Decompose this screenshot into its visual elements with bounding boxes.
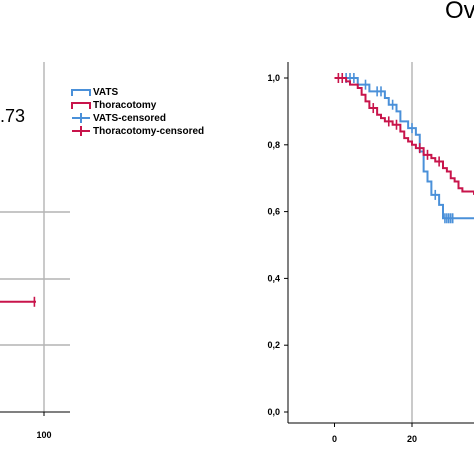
right-x-tick-label: 0 [332, 434, 337, 444]
left-annotation-fragment: .73 [0, 106, 25, 126]
left-panel: 100 .73 [0, 62, 70, 440]
legend-label: VATS [93, 87, 119, 98]
right-y-tick-label: 0,6 [267, 207, 280, 217]
legend-item-vats: VATS [71, 87, 119, 98]
right-y-tick-label: 0,8 [267, 140, 280, 150]
figure-title-fragment: Ov [445, 0, 474, 24]
right-ticks: 0,0 0,2 0,4 0,6 0,8 1,0 0 20 [267, 73, 417, 444]
right-panel: 0,0 0,2 0,4 0,6 0,8 1,0 0 20 [267, 62, 474, 444]
right-x-tick-label: 20 [407, 434, 417, 444]
thoracotomy-survival-line [334, 77, 474, 195]
left-series-layer [0, 296, 36, 307]
legend-label: Thoracotomy-censored [93, 126, 204, 137]
legend-swatch-step [71, 89, 91, 96]
vats-survival-line [334, 77, 474, 220]
right-y-tick-label: 0,2 [267, 340, 280, 350]
right-series-layer [334, 73, 474, 224]
left-x-tick-label: 100 [36, 430, 51, 440]
right-y-tick-label: 1,0 [267, 73, 280, 83]
legend: VATS Thoracotomy VATS-censored Thoracoto… [71, 87, 204, 137]
legend-swatch-step [71, 102, 91, 109]
right-y-tick-label: 0,0 [267, 407, 280, 417]
legend-label: Thoracotomy [93, 100, 157, 111]
legend-item-thoracotomy-censored: Thoracotomy-censored [72, 126, 204, 137]
legend-item-thoracotomy: Thoracotomy [71, 100, 157, 111]
legend-item-vats-censored: VATS-censored [72, 113, 166, 124]
right-y-tick-label: 0,4 [267, 273, 280, 283]
legend-label: VATS-censored [93, 113, 166, 124]
